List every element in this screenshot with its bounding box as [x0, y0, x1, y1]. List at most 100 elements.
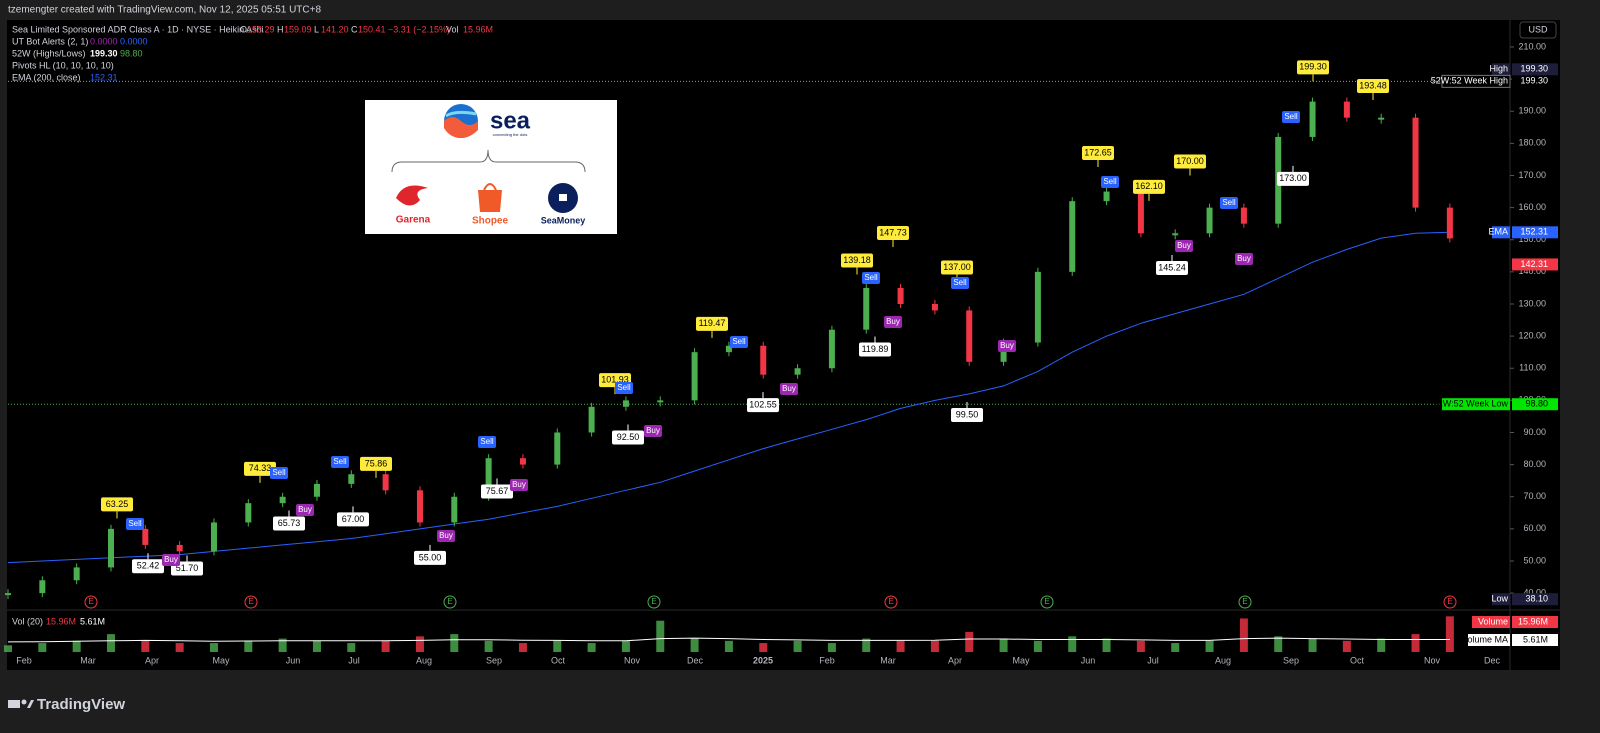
- axis-badge-name: [1472, 616, 1510, 628]
- y-tick-label: 190.00: [1518, 106, 1546, 116]
- x-tick-label: Jul: [1147, 655, 1159, 665]
- volume-bar: [175, 643, 184, 652]
- volume-bar: [1239, 618, 1248, 652]
- x-tick-label: Sep: [486, 655, 502, 665]
- candle: [1446, 207, 1453, 239]
- volume-bar: [1411, 634, 1420, 652]
- signal-badge: [437, 530, 455, 542]
- volume-bar: [1033, 640, 1042, 652]
- x-tick-label: 2025: [753, 655, 773, 665]
- currency: USD: [1528, 24, 1548, 34]
- axis-badge-value: 142.31: [1520, 259, 1548, 269]
- legend-text: 159.09: [284, 24, 312, 34]
- pivot-box: [747, 398, 779, 413]
- y-tick-label: 170.00: [1518, 170, 1546, 180]
- axis-badge: [1512, 63, 1558, 76]
- axis-badge-name-text: 52W:52 Week High: [1431, 76, 1508, 86]
- volume-bar: [965, 631, 974, 652]
- signal-badge: [644, 425, 662, 437]
- candle: [39, 580, 46, 594]
- ema-line: [7, 231, 1450, 564]
- candle: [519, 458, 526, 465]
- legend-text: 98.80: [120, 48, 143, 58]
- volume-bar: [930, 640, 939, 652]
- pivot-box: [951, 407, 983, 422]
- pivot-text: 119.47: [699, 318, 726, 328]
- x-tick-label: May: [1012, 655, 1030, 665]
- signal-badge: [296, 504, 314, 516]
- pivot-label: 65.73: [273, 516, 305, 531]
- legend-text: Pivots HL (10, 10, 10, 10): [12, 60, 114, 70]
- candle: [451, 496, 458, 523]
- axis-badge-name-text: Volume: [1478, 616, 1508, 626]
- candle: [1240, 207, 1247, 224]
- x-tick-label: Dec: [687, 655, 704, 665]
- signal-badge: [510, 479, 528, 491]
- candle: [966, 310, 973, 362]
- pivot-box: [244, 461, 276, 476]
- x-tick-label: Nov: [624, 655, 641, 665]
- signal-badge: [1220, 197, 1238, 209]
- x-tick-label: Jun: [286, 655, 301, 665]
- pivot-text: 51.70: [176, 563, 199, 573]
- volume-bar: [38, 643, 47, 652]
- signal-badge: [1282, 111, 1300, 123]
- logo-box: sea connecting the dots Garena Shopee Se…: [365, 100, 617, 234]
- volume-bar: [621, 640, 630, 652]
- pivot-box: [612, 430, 644, 445]
- x-tick-label: Nov: [1424, 655, 1441, 665]
- y-tick-label: 210.00: [1518, 41, 1546, 51]
- axis-badge-name: [1492, 593, 1510, 606]
- y-tick-label: 50.00: [1523, 555, 1546, 565]
- candle: [382, 474, 389, 491]
- x-tick-label: Jun: [1081, 655, 1096, 665]
- volume-bar: [862, 638, 871, 652]
- legend-text: L: [314, 24, 319, 34]
- candle: [1103, 191, 1110, 202]
- pivot-box: [481, 484, 513, 499]
- legend-text: EMA (200, close): [12, 72, 81, 82]
- legend-text: UT Bot Alerts (2, 1): [12, 36, 88, 46]
- earnings-icon: [1040, 595, 1054, 609]
- signal-badge: [780, 383, 798, 395]
- earnings-icon: [244, 595, 258, 609]
- pivot-box: [941, 260, 973, 275]
- signal-label: Buy: [886, 317, 900, 326]
- candle: [313, 483, 320, 497]
- pivot-box: [1174, 154, 1206, 169]
- signal-badge: [270, 467, 288, 479]
- volume-bar: [484, 640, 493, 652]
- earnings-icon: [443, 595, 457, 609]
- signal-label: Buy: [298, 505, 312, 514]
- pivot-box: [1156, 261, 1188, 276]
- x-tick-label: Apr: [948, 655, 962, 665]
- pivot-text: 92.50: [617, 432, 640, 442]
- pivot-label: 119.89: [859, 342, 891, 357]
- signal-badge: [884, 316, 902, 328]
- volume-bar: [347, 643, 356, 652]
- pivot-label: 137.00: [941, 260, 973, 275]
- axis-badge: [1512, 398, 1558, 411]
- earnings-label: E: [651, 597, 656, 606]
- volume-bar: [1068, 636, 1077, 652]
- candle: [142, 528, 149, 545]
- pivot-label: 102.55: [747, 398, 779, 413]
- axis-badge: [1512, 226, 1558, 239]
- pivot-text: 139.18: [843, 255, 871, 265]
- signal-badge: [162, 554, 180, 566]
- pivot-box: [696, 316, 728, 331]
- pivot-label: 199.30: [1297, 60, 1329, 75]
- volume-bar: [1308, 638, 1317, 652]
- y-tick-label: 130.00: [1518, 298, 1546, 308]
- axis-badge: [1512, 593, 1558, 606]
- volume-bar: [244, 640, 253, 652]
- volume-bar: [1342, 640, 1351, 652]
- signal-label: Sell: [864, 273, 878, 282]
- axis-badge-value: 15.96M: [1518, 616, 1548, 626]
- signal-badge: [331, 456, 349, 468]
- y-tick-label: 60.00: [1523, 523, 1546, 533]
- pivot-text: 74.33: [249, 463, 272, 473]
- pivot-label: 162.10: [1133, 179, 1165, 194]
- volume-bar: [690, 638, 699, 652]
- signal-badge: [615, 382, 633, 394]
